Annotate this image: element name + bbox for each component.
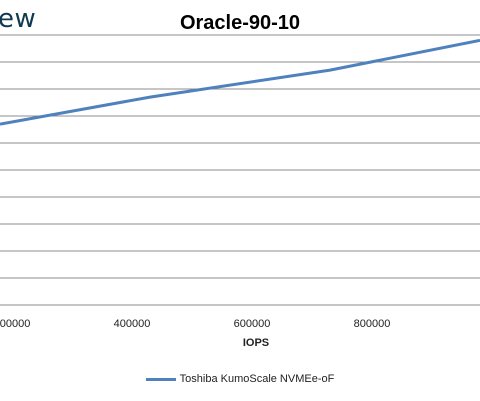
series-lines [0,38,480,126]
gridlines [0,34,480,306]
chart-title: Oracle-90-10 [179,12,301,34]
x-tick-labels: 200000 400000 600000 800000 [0,318,390,330]
legend: Toshiba KumoScale NVMEe-oF [0,373,480,385]
x-tick-label: 200000 [0,318,30,330]
legend-label: Toshiba KumoScale NVMEe-oF [179,373,335,385]
x-axis-title: IOPS [242,337,270,349]
series-line [0,38,480,126]
x-tick-label: 600000 [234,318,271,330]
site-logo: ew [0,4,37,34]
legend-swatch [145,377,176,381]
x-tick-label: 400000 [114,318,151,330]
x-tick-label: 800000 [354,318,391,330]
